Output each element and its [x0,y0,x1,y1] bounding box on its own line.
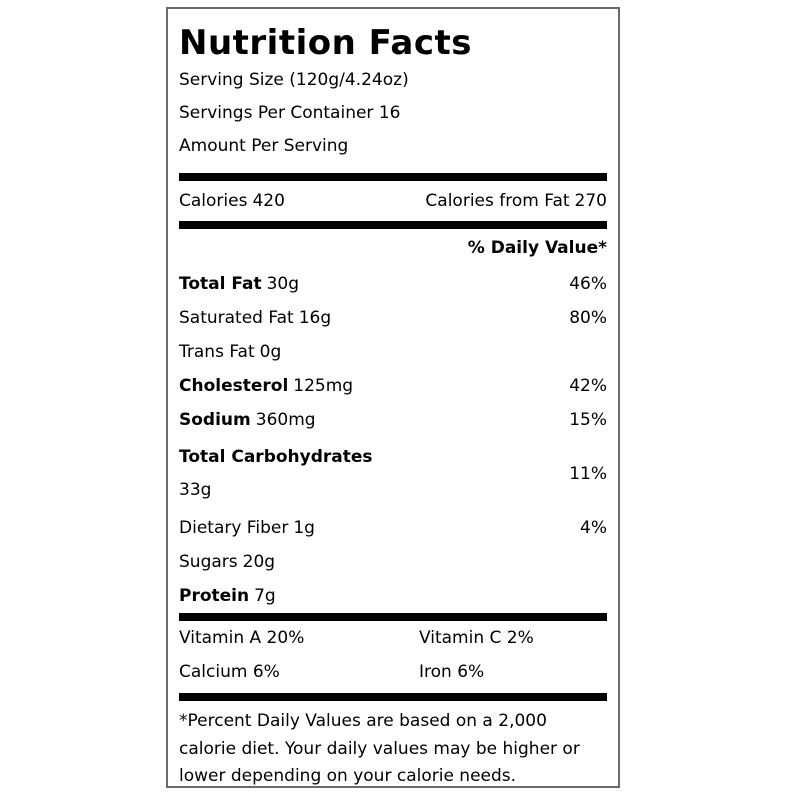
nutrient-name: Saturated Fat [179,308,294,328]
nutrient-amount: 125mg [293,376,354,396]
nutrient-row-saturated-fat: Saturated Fat 16g 80% [179,301,607,335]
nutrient-row-sodium: Sodium 360mg 15% [179,403,607,437]
calories-from-fat-value: 270 [574,191,607,211]
nutrient-name: Total Carbohydrates [179,447,373,467]
nutrient-row-trans-fat: Trans Fat 0g [179,335,607,369]
calories-from-fat: Calories from Fat 270 [425,181,607,221]
nutrient-name: Cholesterol [179,376,289,396]
nutrient-dv: 80% [569,308,607,328]
calories-label: Calories [179,191,248,211]
nutrient-name: Sugars [179,552,238,572]
thick-divider-calories [179,221,607,229]
calcium-cell: Calcium 6% [179,662,280,682]
nutrient-row-cholesterol: Cholesterol 125mg 42% [179,369,607,403]
nutrient-name: Total Fat [179,274,262,294]
serving-size-line: Serving Size (120g/4.24oz) [179,70,409,90]
nutrient-row-total-carbohydrates: Total Carbohydrates 33g 11% [179,437,607,511]
servings-per-container-line: Servings Per Container 16 [179,103,401,123]
nutrient-dv: 46% [569,274,607,294]
nutrient-amount: 20g [242,552,276,572]
nutrient-row-dietary-fiber: Dietary Fiber 1g 4% [179,511,607,545]
nutrient-amount: 16g [298,308,332,328]
label-title: Nutrition Facts [179,23,472,63]
calories-from-fat-label: Calories from Fat [425,191,570,211]
calories-row: Calories 420 Calories from Fat 270 [179,181,607,221]
vitamin-grid: Vitamin A 20% Vitamin C 2% Calcium 6% Ir… [179,621,607,689]
nutrient-dv: 42% [569,376,607,396]
nutrient-dv: 15% [569,410,607,430]
nutrient-name: Protein [179,586,250,606]
nutrition-facts-label: Nutrition Facts Serving Size (120g/4.24o… [166,7,620,788]
nutrient-row-total-fat: Total Fat 30g 46% [179,267,607,301]
nutrient-amount: 30g [266,274,300,294]
footnote: *Percent Daily Values are based on a 2,0… [179,711,580,786]
nutrient-dv: 11% [569,463,607,484]
calories-value: 420 [252,191,285,211]
nutrient-amount: 7g [254,586,276,606]
iron-cell: Iron 6% [419,662,485,682]
nutrient-name: Dietary Fiber [179,518,289,538]
nutrient-name: Trans Fat [179,342,255,362]
thick-divider-bottom [179,693,607,701]
nutrient-name: Sodium [179,410,251,430]
nutrient-amount: 33g [179,480,212,500]
nutrient-row-sugars: Sugars 20g [179,545,607,579]
thick-divider-protein [179,613,607,621]
nutrient-row-protein: Protein 7g [179,579,607,613]
nutrient-dv: 4% [580,518,607,538]
vitamin-a-cell: Vitamin A 20% [179,628,305,648]
daily-value-header: % Daily Value* [467,238,607,258]
nutrient-amount: 360mg [255,410,316,430]
calories: Calories 420 [179,181,285,221]
thick-divider-top [179,173,607,181]
amount-per-serving-line: Amount Per Serving [179,136,349,156]
nutrient-amount: 0g [259,342,282,362]
nutrient-amount: 1g [293,518,315,538]
vitamin-c-cell: Vitamin C 2% [419,628,534,648]
